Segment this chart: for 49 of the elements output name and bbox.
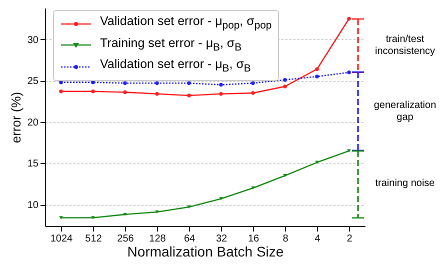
point xyxy=(347,149,351,152)
x-tick-label: 64 xyxy=(184,234,196,244)
x-tick-label: 4 xyxy=(314,234,321,244)
point xyxy=(315,67,319,71)
x-tick-label: 1024 xyxy=(50,234,74,244)
point xyxy=(59,90,63,94)
text: train/test inconsistency xyxy=(374,34,436,58)
legend-label: Validation set error - μ$_{pop}$, σ$_{pop}$ xyxy=(100,13,272,34)
point xyxy=(91,90,95,94)
x-tick-label: 256 xyxy=(117,234,134,244)
x-tick-label: 128 xyxy=(149,234,166,244)
y-tick-label: 10 xyxy=(27,200,39,212)
y-tick-label: 25 xyxy=(27,76,39,88)
point xyxy=(283,78,287,82)
x-axis-title: Normalization Batch Size xyxy=(127,244,284,260)
point xyxy=(315,74,319,78)
point xyxy=(155,81,159,86)
y-tick-label: 30 xyxy=(27,34,39,46)
point xyxy=(283,174,287,178)
x-tick-label: 8 xyxy=(282,234,289,244)
point xyxy=(187,81,191,86)
x-tick-label: 16 xyxy=(248,234,260,244)
point xyxy=(251,81,255,86)
y-axis-title: error (%) xyxy=(8,92,24,144)
point xyxy=(251,186,255,190)
x-tick-label: 2 xyxy=(346,234,353,244)
x-tick-label: 512 xyxy=(85,234,102,244)
point xyxy=(155,92,159,96)
point xyxy=(347,16,351,21)
point xyxy=(59,216,63,220)
point xyxy=(219,92,223,96)
point xyxy=(187,94,191,98)
legend-label: Validation set error - μ$_{B}$, σ$_{B}$ xyxy=(100,56,251,76)
point xyxy=(219,82,223,87)
point xyxy=(91,216,95,220)
text: generalization gap xyxy=(372,100,438,124)
y-tick-label: 15 xyxy=(27,158,39,170)
point xyxy=(123,90,127,94)
legend-label: Training set error - μ$_{B}$, σ$_{B}$ xyxy=(100,34,242,55)
point xyxy=(187,205,191,209)
point xyxy=(283,84,287,88)
point xyxy=(219,197,223,200)
point xyxy=(155,210,159,214)
point xyxy=(123,81,127,86)
y-tick-label: 20 xyxy=(27,117,39,128)
point xyxy=(251,91,255,95)
point xyxy=(347,70,351,74)
text: training noise xyxy=(374,178,436,190)
x-tick-label: 32 xyxy=(216,234,228,244)
